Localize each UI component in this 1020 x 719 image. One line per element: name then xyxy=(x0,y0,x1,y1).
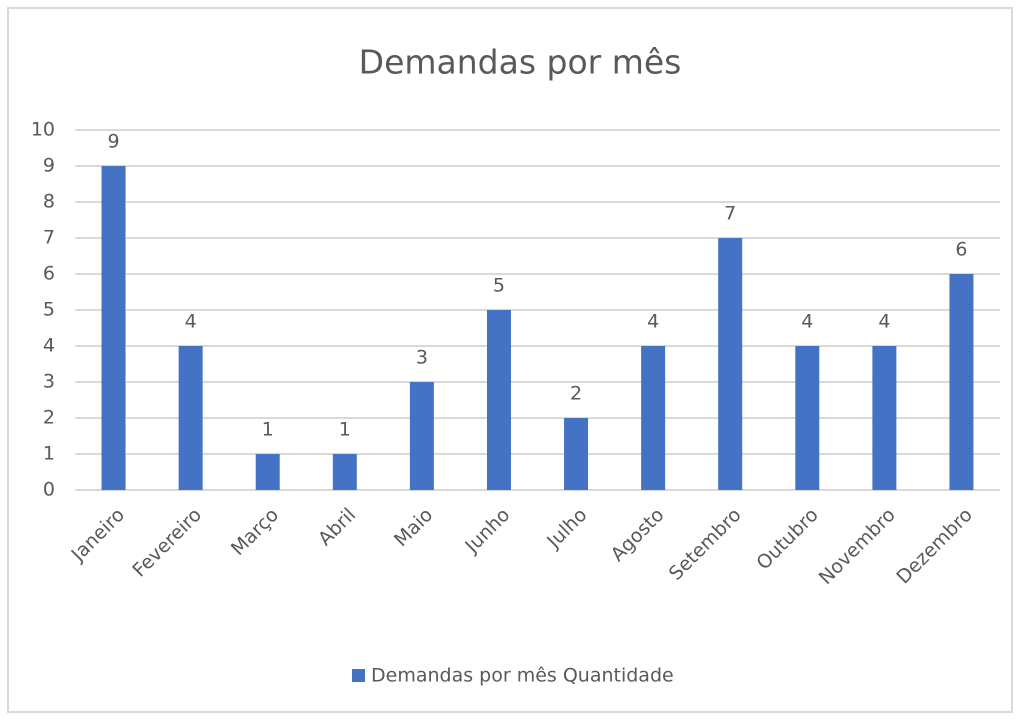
y-tick-label: 7 xyxy=(43,227,55,249)
y-tick-label: 9 xyxy=(43,155,55,177)
y-tick-label: 0 xyxy=(43,479,55,501)
legend-label: Demandas por mês Quantidade xyxy=(371,665,674,687)
bar xyxy=(641,346,666,490)
y-tick-label: 3 xyxy=(43,371,55,393)
bar xyxy=(718,238,743,490)
chart-title: Demandas por mês xyxy=(359,43,682,82)
y-tick-label: 8 xyxy=(43,191,55,213)
y-tick-label: 6 xyxy=(43,263,55,285)
data-label: 4 xyxy=(878,311,890,333)
bar xyxy=(795,346,820,490)
legend-swatch xyxy=(352,669,365,682)
bar xyxy=(409,382,434,490)
data-label: 2 xyxy=(570,383,582,405)
data-label: 1 xyxy=(262,419,274,441)
data-label: 4 xyxy=(801,311,813,333)
data-label: 7 xyxy=(724,203,736,225)
bar xyxy=(949,274,974,490)
bar xyxy=(564,418,589,490)
y-tick-label: 1 xyxy=(43,443,55,465)
data-label: 9 xyxy=(107,131,119,153)
data-label: 3 xyxy=(416,347,428,369)
data-label: 4 xyxy=(647,311,659,333)
bar xyxy=(101,166,126,490)
bar xyxy=(872,346,897,490)
bar xyxy=(332,454,357,490)
bar xyxy=(178,346,203,490)
data-label: 6 xyxy=(955,239,967,261)
data-label: 1 xyxy=(339,419,351,441)
data-label: 5 xyxy=(493,275,505,297)
y-tick-label: 2 xyxy=(43,407,55,429)
y-tick-label: 10 xyxy=(31,119,55,141)
y-tick-label: 4 xyxy=(43,335,55,357)
bar xyxy=(486,310,511,490)
data-label: 4 xyxy=(185,311,197,333)
bar xyxy=(255,454,280,490)
y-tick-label: 5 xyxy=(43,299,55,321)
